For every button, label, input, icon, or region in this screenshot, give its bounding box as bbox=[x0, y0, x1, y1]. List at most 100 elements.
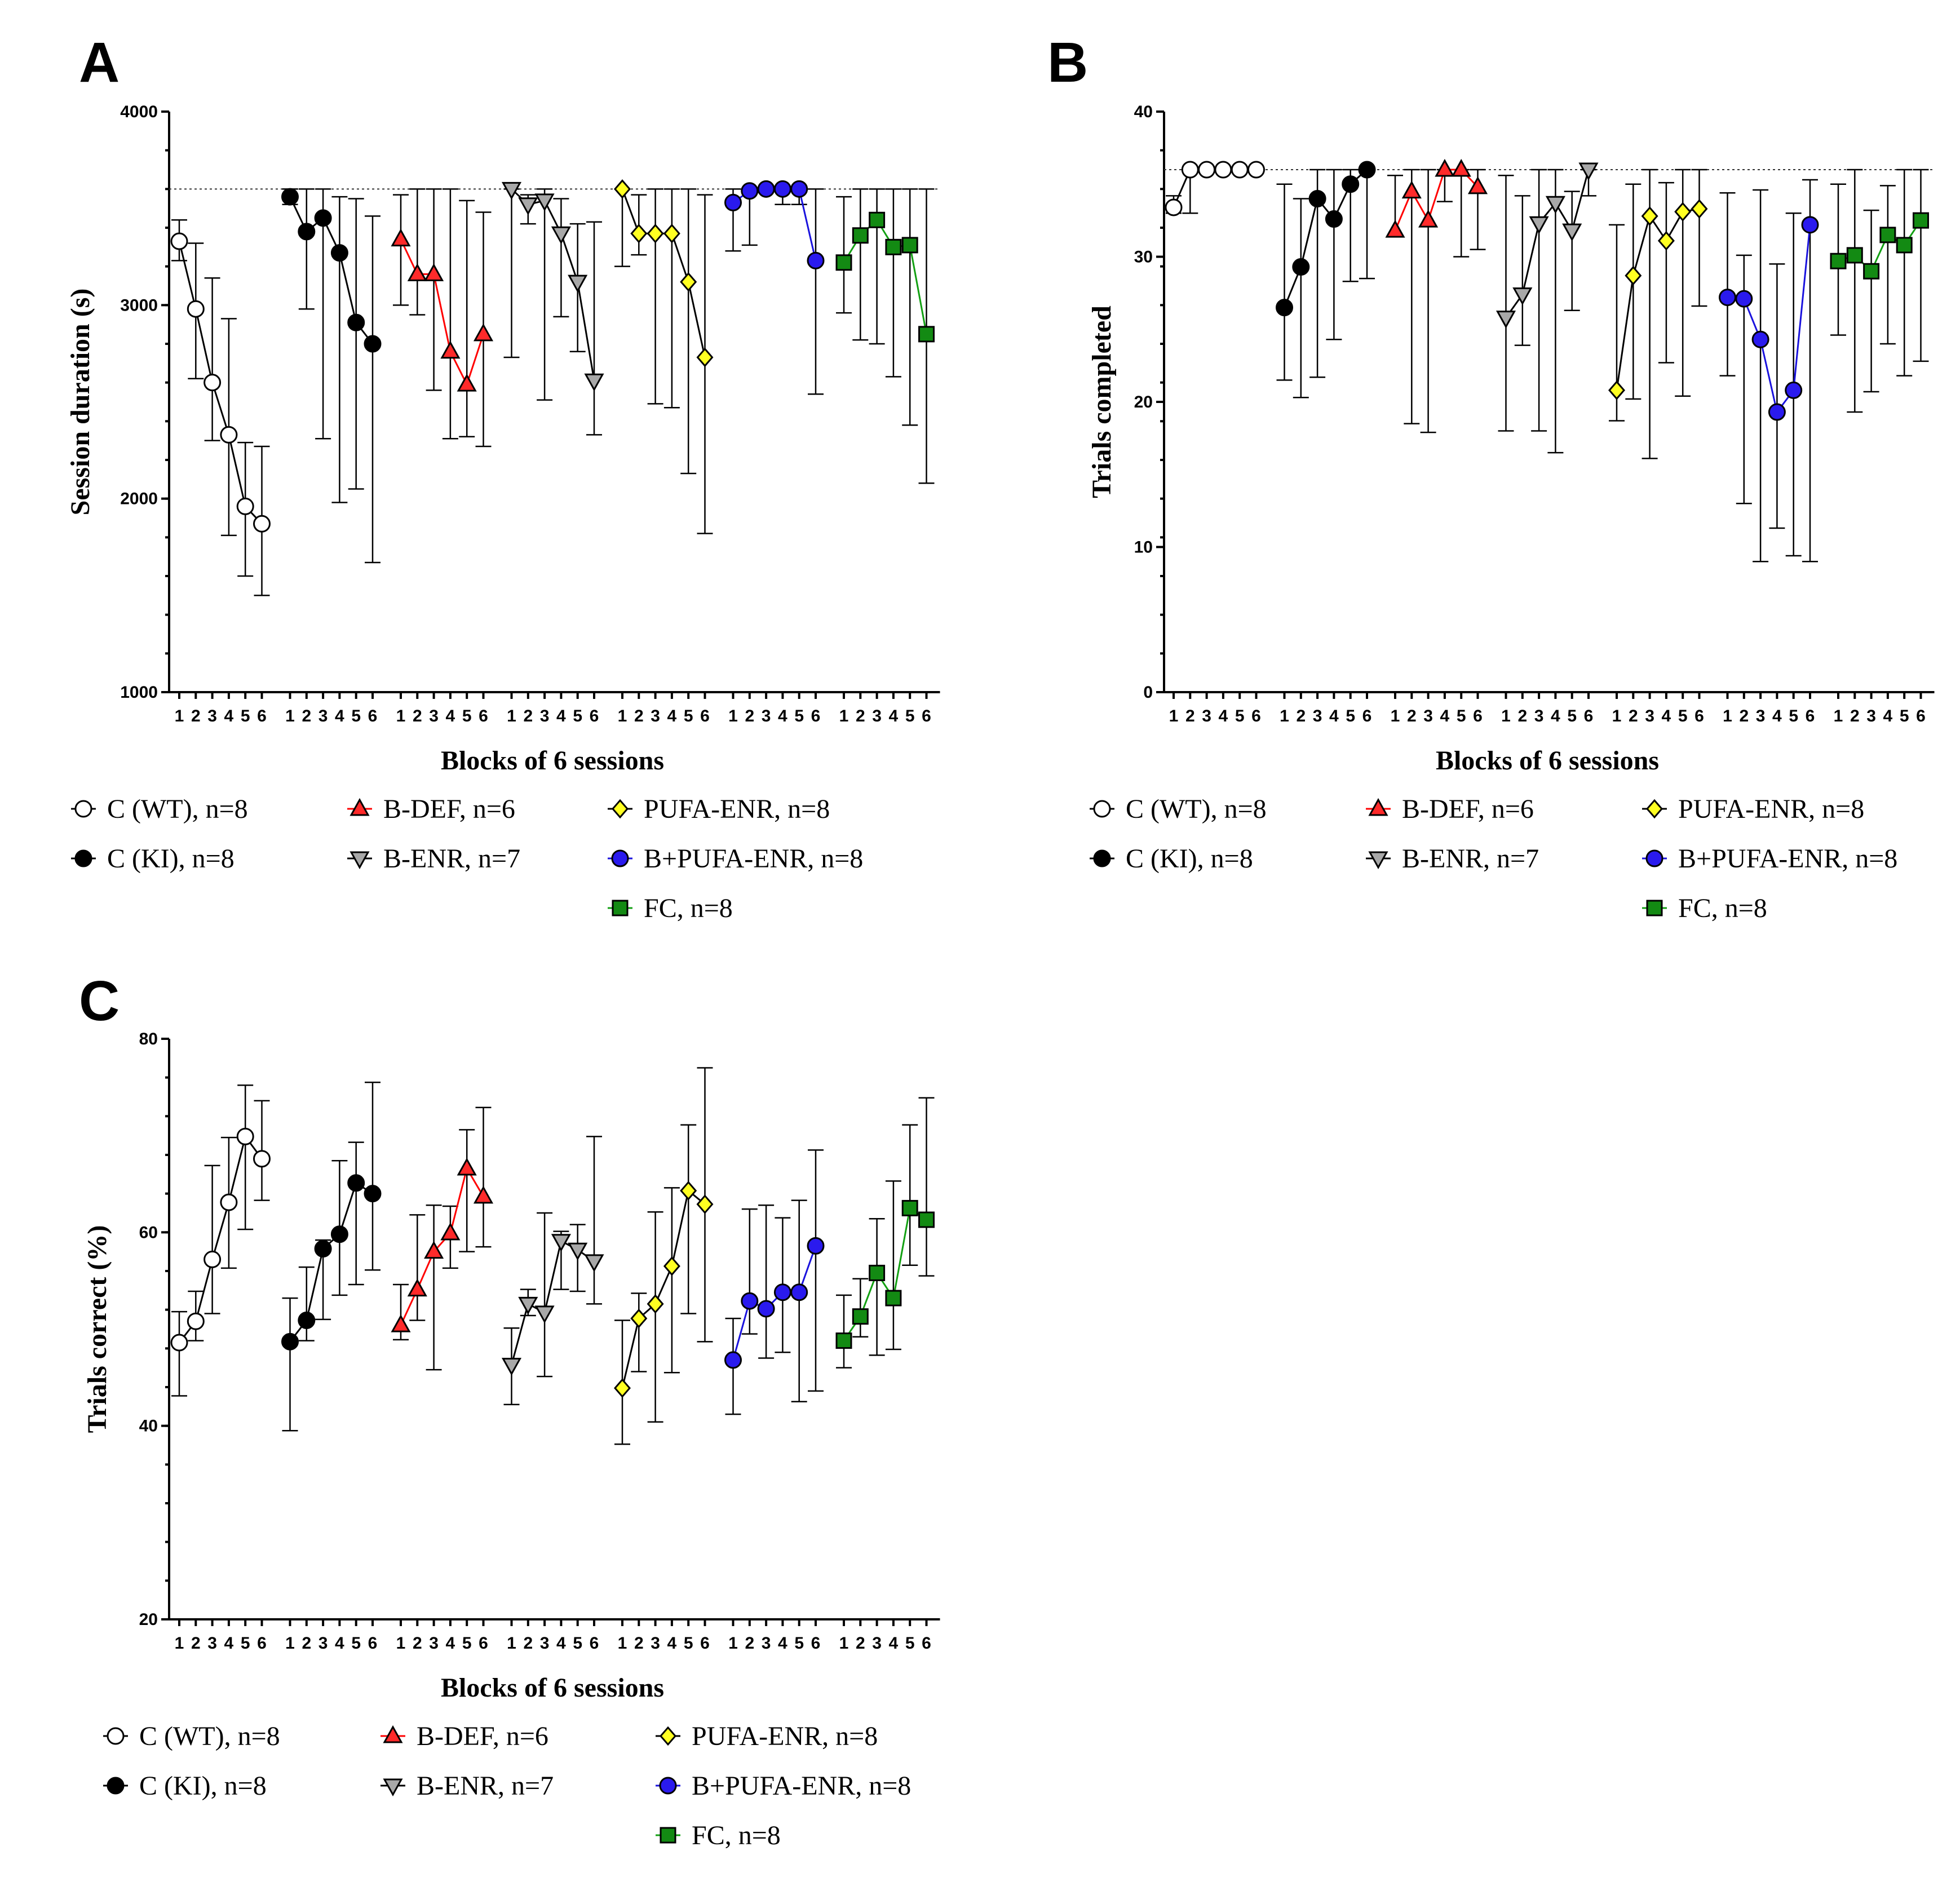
y-tick-label: 0 bbox=[1143, 683, 1153, 702]
x-axis-title: Blocks of 6 sessions bbox=[441, 746, 664, 776]
data-point bbox=[1435, 158, 1455, 177]
x-tick-label: 2 bbox=[745, 1634, 754, 1653]
series-pufa bbox=[614, 1067, 714, 1445]
y-tick-label: 60 bbox=[139, 1223, 158, 1242]
data-point bbox=[391, 228, 411, 247]
y-axis-title: Trials correct (%) bbox=[82, 1225, 112, 1433]
data-point bbox=[630, 224, 648, 243]
data-point bbox=[724, 193, 742, 211]
data-point bbox=[440, 1222, 461, 1241]
data-point bbox=[347, 1174, 365, 1192]
data-point bbox=[584, 373, 604, 392]
data-point bbox=[1641, 206, 1658, 226]
data-point bbox=[680, 272, 697, 292]
data-point bbox=[236, 497, 254, 515]
series-wt bbox=[1165, 161, 1265, 216]
data-point bbox=[901, 237, 918, 254]
series-fc bbox=[1830, 169, 1929, 413]
x-tick-label: 3 bbox=[207, 1634, 217, 1653]
legend-marker bbox=[349, 851, 370, 870]
data-point bbox=[918, 1211, 935, 1228]
x-tick-label: 1 bbox=[175, 1634, 184, 1653]
data-point bbox=[1657, 231, 1675, 251]
data-point bbox=[551, 1234, 571, 1252]
data-point bbox=[330, 244, 348, 262]
data-point bbox=[918, 326, 935, 343]
legend-label: C (KI), n=8 bbox=[107, 844, 235, 874]
legend-item-pufa: PUFA-ENR, n=8 bbox=[1642, 794, 1864, 824]
x-tick-label: 1 bbox=[839, 707, 849, 725]
legend-item-wt: C (WT), n=8 bbox=[71, 794, 248, 824]
y-tick-label: 1000 bbox=[120, 683, 158, 702]
x-tick-label: 5 bbox=[1235, 707, 1245, 725]
legend-marker bbox=[612, 900, 629, 916]
x-tick-label: 2 bbox=[1407, 707, 1417, 725]
x-tick-label: 2 bbox=[413, 707, 422, 725]
data-point bbox=[1292, 258, 1310, 276]
data-point bbox=[1165, 198, 1183, 216]
x-tick-label: 4 bbox=[446, 1634, 455, 1653]
y-tick-label: 80 bbox=[139, 1030, 158, 1048]
panel-letter: B bbox=[1047, 31, 1088, 94]
legend-item-bdef: B-DEF, n=6 bbox=[347, 794, 515, 824]
x-tick-label: 1 bbox=[1501, 707, 1511, 725]
x-axis-title: Blocks of 6 sessions bbox=[1436, 746, 1659, 776]
data-point bbox=[614, 179, 631, 199]
series-ki bbox=[281, 1082, 382, 1432]
data-point bbox=[534, 1305, 555, 1323]
data-point bbox=[170, 1334, 188, 1352]
legend-label: FC, n=8 bbox=[1678, 893, 1767, 923]
x-tick-label: 1 bbox=[839, 1634, 849, 1653]
x-tick-label: 4 bbox=[889, 707, 899, 725]
x-tick-label: 5 bbox=[241, 707, 250, 725]
x-tick-label: 6 bbox=[590, 1634, 599, 1653]
data-point bbox=[869, 211, 886, 228]
data-point bbox=[773, 180, 791, 198]
x-tick-label: 3 bbox=[1423, 707, 1433, 725]
legend-label: C (KI), n=8 bbox=[139, 1771, 267, 1801]
x-tick-label: 3 bbox=[207, 707, 217, 725]
x-tick-label: 1 bbox=[285, 707, 295, 725]
x-tick-label: 5 bbox=[684, 707, 693, 725]
legend-marker bbox=[74, 800, 92, 818]
series-line bbox=[732, 188, 817, 261]
x-tick-label: 2 bbox=[634, 1634, 644, 1653]
x-tick-label: 6 bbox=[1251, 707, 1261, 725]
x-tick-label: 3 bbox=[872, 1634, 882, 1653]
data-point bbox=[1418, 210, 1439, 228]
legend-marker bbox=[74, 849, 92, 867]
series-line bbox=[621, 188, 706, 358]
x-tick-label: 3 bbox=[651, 1634, 660, 1653]
x-tick-label: 5 bbox=[241, 1634, 250, 1653]
data-point bbox=[757, 1300, 775, 1318]
x-tick-label: 4 bbox=[335, 707, 344, 725]
series-pufa bbox=[614, 179, 714, 534]
legend-marker bbox=[349, 798, 370, 816]
data-point bbox=[1401, 180, 1422, 199]
data-point bbox=[281, 188, 299, 206]
x-tick-label: 5 bbox=[1346, 707, 1355, 725]
x-tick-label: 6 bbox=[922, 1634, 931, 1653]
x-tick-label: 2 bbox=[634, 707, 644, 725]
x-tick-label: 4 bbox=[889, 1634, 899, 1653]
data-point bbox=[1247, 161, 1265, 179]
y-axis-title: Trials completed bbox=[1087, 305, 1117, 498]
x-tick-label: 6 bbox=[922, 707, 931, 725]
x-tick-label: 4 bbox=[556, 1634, 566, 1653]
x-tick-label: 4 bbox=[1772, 707, 1782, 725]
x-tick-label: 4 bbox=[778, 707, 787, 725]
x-tick-label: 4 bbox=[446, 707, 455, 725]
x-tick-label: 3 bbox=[318, 707, 328, 725]
legend: C (WT), n=8 B-DEF, n=6 PUFA-ENR, n=8 C (KI)… bbox=[103, 1721, 911, 1850]
data-point bbox=[568, 1242, 588, 1261]
legend-label: B-ENR, n=7 bbox=[383, 844, 520, 874]
x-tick-label: 3 bbox=[762, 1634, 771, 1653]
x-tick-label: 3 bbox=[651, 707, 660, 725]
data-point bbox=[885, 238, 902, 255]
data-point bbox=[314, 209, 332, 227]
data-point bbox=[170, 232, 188, 250]
legend-label: B+PUFA-ENR, n=8 bbox=[644, 844, 863, 874]
x-tick-label: 2 bbox=[413, 1634, 422, 1653]
